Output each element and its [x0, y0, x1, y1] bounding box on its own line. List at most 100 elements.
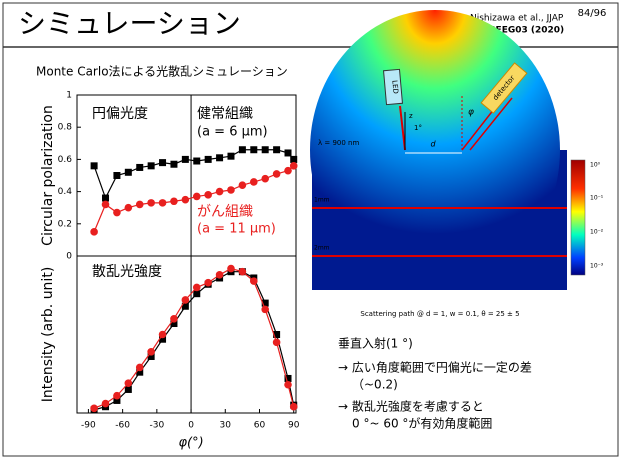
marker [239, 146, 246, 153]
depth-label: 2mm [314, 245, 330, 252]
marker [170, 315, 178, 323]
angle-label: 1° [414, 124, 422, 132]
x-tick-label: -60 [115, 421, 130, 431]
z-label: z [409, 112, 413, 120]
marker [250, 277, 258, 285]
x-tick-label: 60 [254, 421, 266, 431]
simulation-figure: 10⁰ 10⁻¹ 10⁻² 10⁻³ 1mm 2mm λ = 900 nm Sc… [300, 10, 604, 330]
marker [182, 156, 189, 163]
marker [170, 197, 178, 205]
marker [102, 201, 110, 209]
marker [273, 146, 280, 153]
annotation: 健常組織 [197, 106, 253, 122]
annotation: 散乱光強度 [92, 264, 162, 280]
y-axis-label: Circular polarization [40, 105, 56, 246]
marker [227, 186, 235, 194]
marker [250, 178, 258, 186]
marker [136, 364, 144, 372]
marker [125, 169, 132, 176]
annotation: (a = 11 μm) [197, 222, 276, 237]
marker [136, 164, 143, 171]
marker [193, 284, 201, 292]
marker [159, 199, 167, 207]
page-number: 84/96 [578, 8, 607, 19]
marker [239, 268, 247, 276]
annotation: がん組織 [197, 204, 253, 220]
x-tick-label: 90 [288, 421, 300, 431]
marker [193, 290, 200, 297]
marker [113, 392, 121, 400]
marker [170, 161, 177, 168]
marker [90, 404, 98, 412]
marker [125, 379, 133, 387]
marker [182, 296, 190, 304]
phi-label: φ [468, 108, 474, 118]
marker [136, 201, 144, 209]
x-tick-label: 0 [188, 421, 194, 431]
wavelength: λ = 900 nm [318, 139, 359, 147]
marker [102, 195, 109, 202]
y-axis-label: Intensity (arb. unit) [40, 267, 56, 403]
annotation: 円偏光度 [92, 106, 148, 122]
marker [148, 162, 155, 169]
x-axis-label: φ(°) [178, 436, 203, 451]
y-tick-label: 0.6 [58, 155, 73, 165]
marker [182, 196, 190, 204]
marker [113, 209, 121, 217]
note: （~0.2) [352, 378, 398, 392]
marker [273, 339, 281, 347]
marker [250, 146, 257, 153]
annotation: (a = 6 μm) [197, 125, 268, 140]
note: → 散乱光強度を考慮すると [338, 399, 484, 414]
marker [159, 331, 167, 339]
marker [261, 175, 269, 183]
marker [284, 381, 292, 389]
led-label: LED [390, 80, 399, 94]
marker [216, 271, 224, 279]
y-tick-label: 1 [66, 91, 72, 101]
y-tick-label: 0.4 [58, 187, 73, 197]
marker [204, 279, 212, 287]
colorbar-label: 10⁻³ [590, 263, 604, 270]
marker [290, 403, 298, 411]
marker [90, 228, 98, 236]
marker [102, 400, 110, 408]
marker [290, 162, 298, 170]
chart: 0 0.2 0.4 0.6 0.8 1 Circular polarization 円偏光度 健… [40, 91, 300, 451]
marker [193, 193, 201, 201]
marker [147, 348, 155, 356]
marker [147, 199, 155, 207]
marker [285, 149, 292, 156]
marker [227, 265, 235, 273]
marker [273, 170, 281, 178]
colorbar-label: 10⁻² [590, 229, 604, 236]
colorbar-label: 10⁰ [590, 162, 601, 169]
slide-title: シミュレーション [18, 7, 241, 40]
marker [204, 191, 212, 199]
marker [261, 306, 269, 314]
marker [193, 158, 200, 165]
marker [239, 181, 247, 189]
marker [205, 156, 212, 163]
y-tick-label: 0.2 [58, 219, 72, 229]
depth-label: 1mm [314, 197, 330, 204]
marker [125, 386, 132, 393]
y-tick-label: 0.8 [58, 123, 73, 133]
note: 0 °~ 60 °が有効角度範囲 [352, 416, 492, 431]
colorbar-label: 10⁻¹ [590, 195, 604, 202]
series-line [94, 150, 294, 198]
x-tick-label: 30 [220, 421, 232, 431]
marker [159, 159, 166, 166]
slide: シミュレーション Nishizawa et al., JJAP 59, SEEG… [0, 0, 621, 459]
x-tick-label: -30 [149, 421, 164, 431]
marker [91, 162, 98, 169]
note: 垂直入射(1 °) [338, 336, 413, 351]
sim-glow [310, 10, 560, 290]
marker [125, 204, 133, 212]
x-tick-label: -90 [81, 421, 96, 431]
colorbar [571, 160, 585, 275]
note: → 広い角度範囲で円偏光に一定の差 [338, 360, 532, 375]
marker [113, 172, 120, 179]
marker [216, 154, 223, 161]
marker [216, 188, 224, 196]
